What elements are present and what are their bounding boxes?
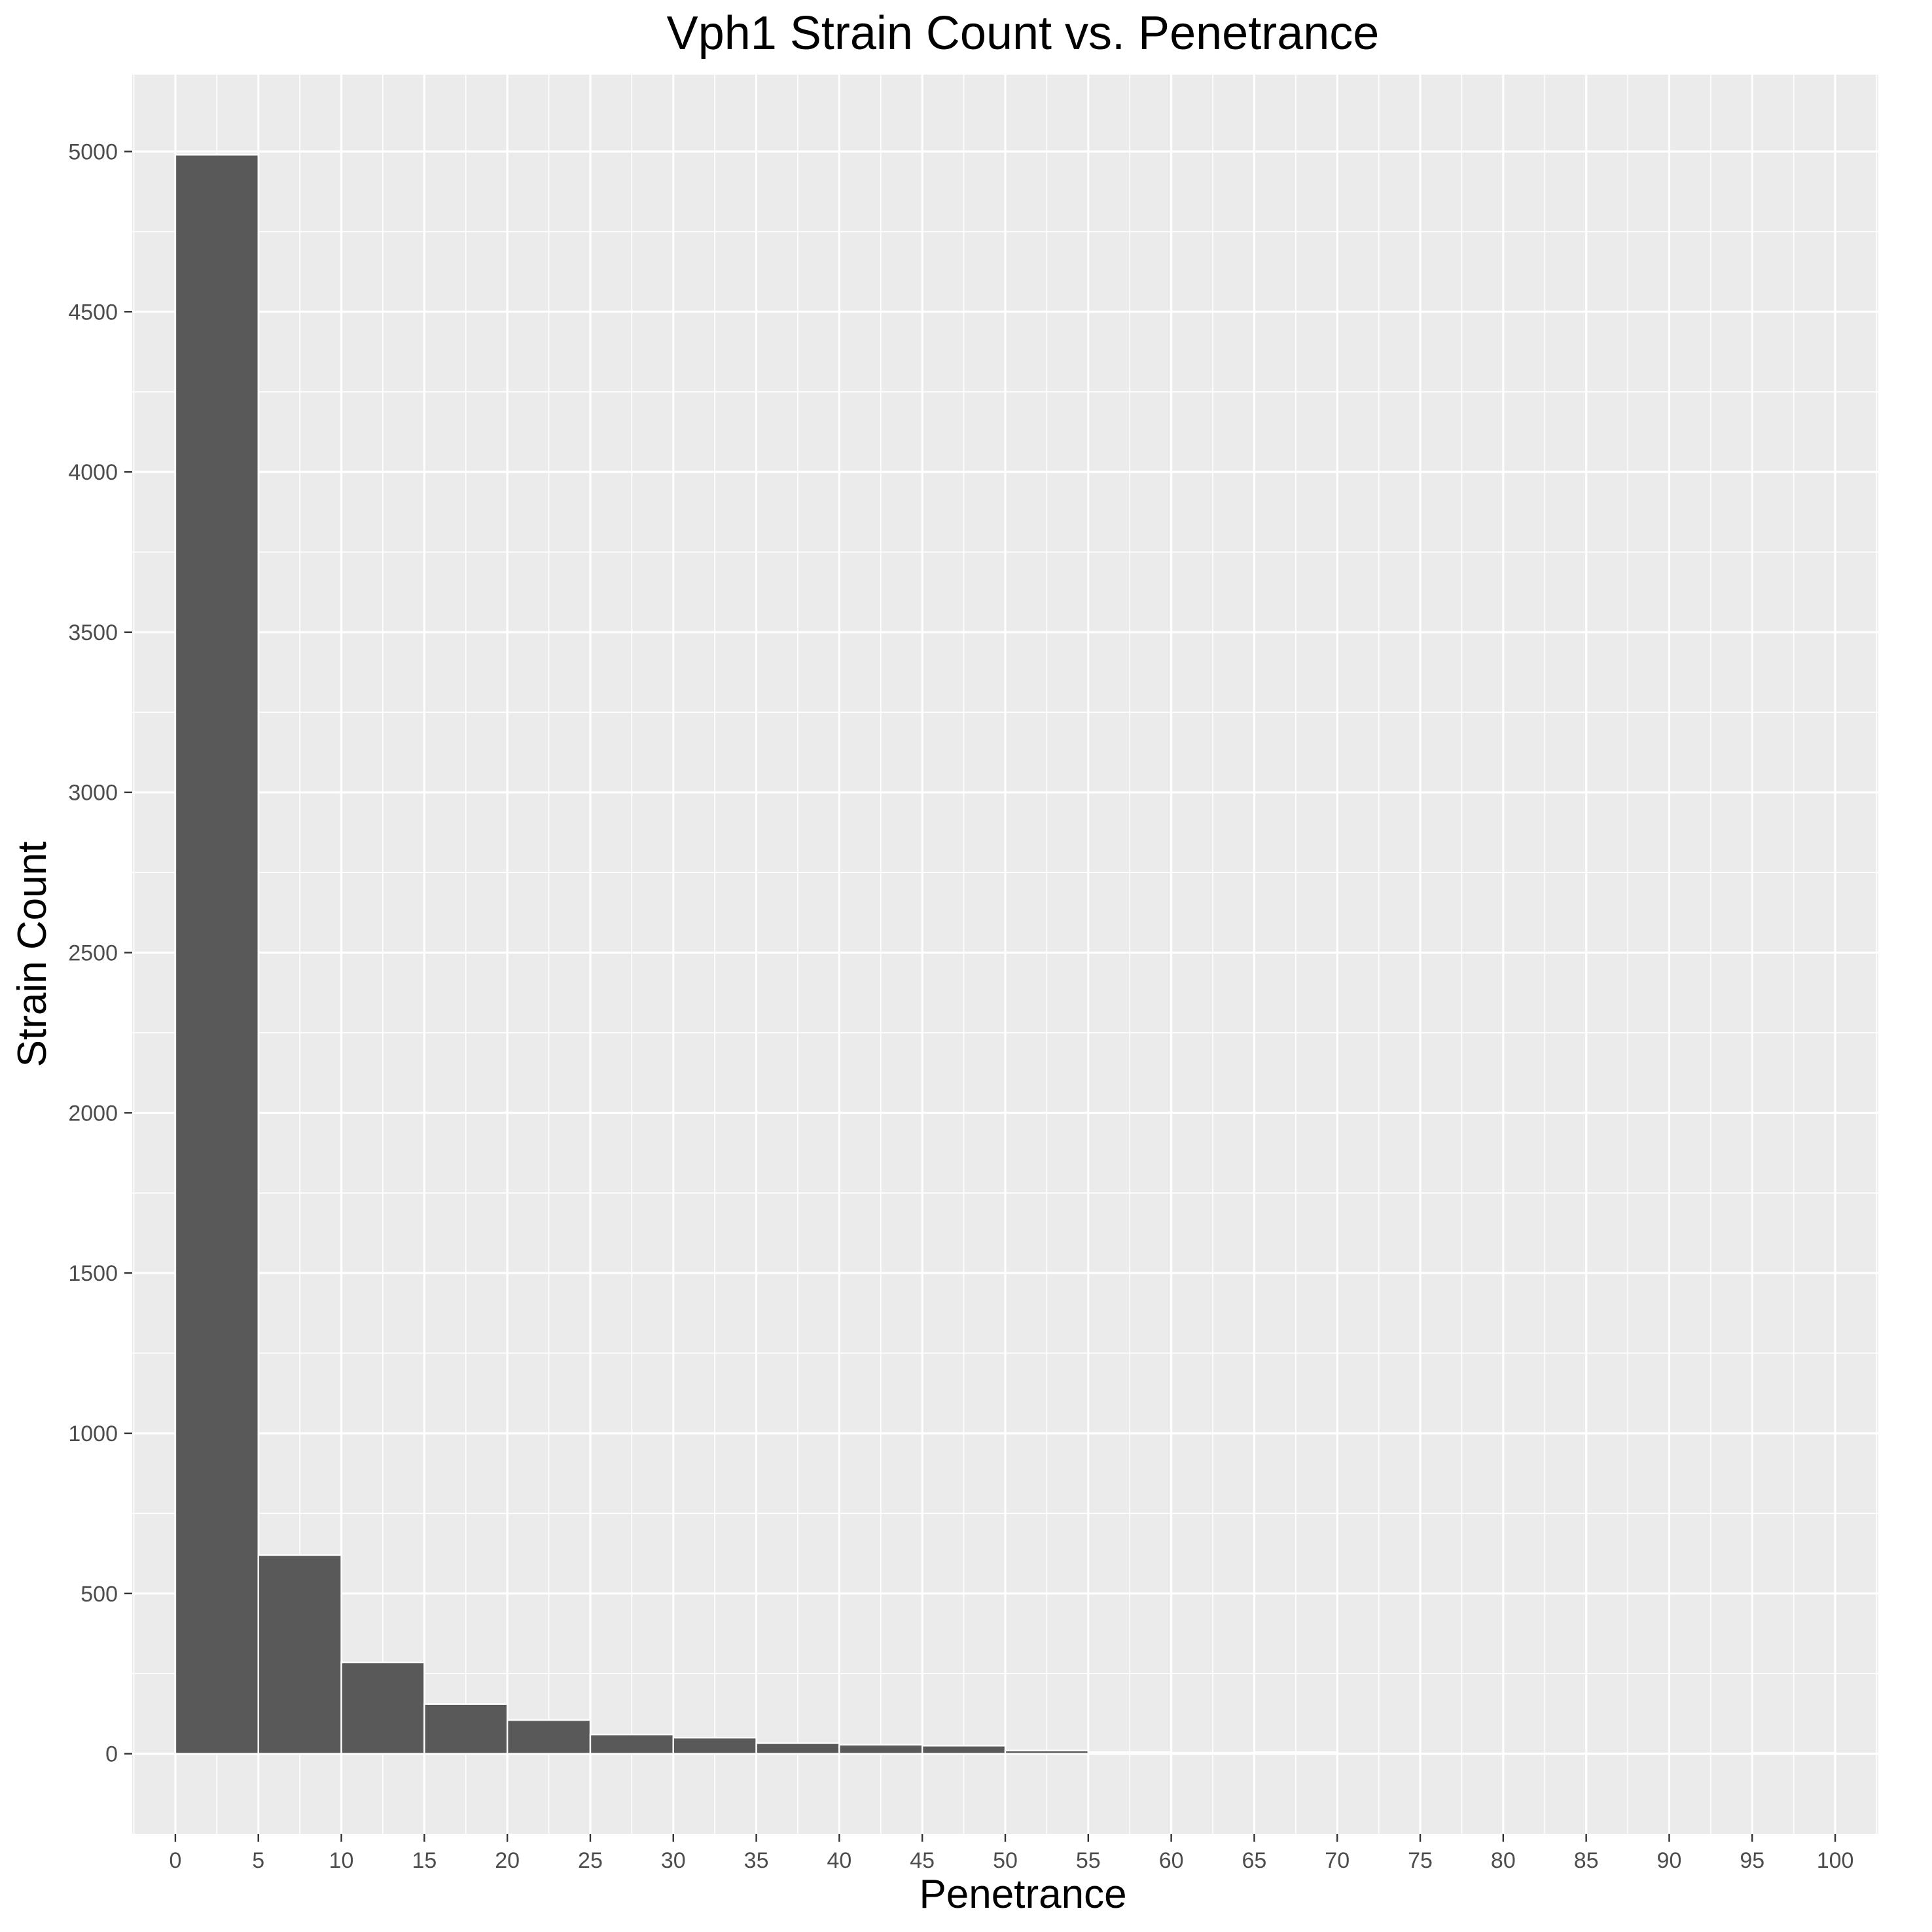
y-tick-label: 4500 xyxy=(68,300,118,325)
histogram-bar xyxy=(755,1742,840,1755)
x-tick-label: 45 xyxy=(910,1848,935,1873)
histogram-bar xyxy=(174,154,259,1755)
y-tick-label: 1500 xyxy=(68,1261,118,1286)
x-tick-label: 65 xyxy=(1242,1848,1267,1873)
y-tick-label: 2500 xyxy=(68,941,118,966)
y-axis-ticks: 0 500 1000 1500 2000 2500 3000 3500 4000 4500 5000 xyxy=(68,140,132,1767)
histogram-bar xyxy=(1502,1752,1587,1755)
histogram-bar xyxy=(1336,1752,1422,1755)
x-tick-label: 80 xyxy=(1491,1848,1516,1873)
x-tick-label: 55 xyxy=(1076,1848,1101,1873)
x-tick-label: 70 xyxy=(1325,1848,1350,1873)
histogram-bar xyxy=(1253,1751,1338,1755)
x-tick-label: 95 xyxy=(1740,1848,1764,1873)
x-tick-label: 10 xyxy=(329,1848,354,1873)
y-tick-label: 1000 xyxy=(68,1422,118,1446)
histogram-bar xyxy=(1004,1749,1090,1755)
y-tick-label: 5000 xyxy=(68,140,118,165)
histogram-bar xyxy=(672,1736,757,1755)
x-tick-label: 0 xyxy=(169,1848,181,1873)
histogram-bar xyxy=(257,1554,342,1755)
y-tick-label: 0 xyxy=(105,1742,118,1767)
histogram-bar xyxy=(340,1661,425,1755)
y-tick-label: 3500 xyxy=(68,620,118,645)
histogram-bar xyxy=(1585,1752,1670,1755)
y-tick-label: 3000 xyxy=(68,781,118,806)
y-tick-label: 500 xyxy=(80,1582,118,1607)
x-axis-ticks: 0 5 10 15 20 25 30 35 40 45 50 55 60 65 70 75 80 85 90 95 10… xyxy=(169,1834,1853,1873)
x-tick-label: 15 xyxy=(412,1848,437,1873)
x-tick-label: 60 xyxy=(1159,1848,1184,1873)
x-tick-label: 40 xyxy=(827,1848,851,1873)
minor-grid xyxy=(132,75,1878,1834)
bars xyxy=(174,154,1836,1755)
histogram-bar xyxy=(1668,1752,1753,1755)
y-axis-title: Strain Count xyxy=(10,842,55,1067)
x-tick-label: 5 xyxy=(252,1848,264,1873)
x-tick-label: 100 xyxy=(1817,1848,1854,1873)
histogram-bar xyxy=(423,1703,509,1755)
histogram-bar xyxy=(589,1734,674,1755)
x-tick-label: 30 xyxy=(661,1848,686,1873)
x-tick-label: 35 xyxy=(744,1848,769,1873)
chart-title: Vph1 Strain Count vs. Penetrance xyxy=(667,7,1380,60)
histogram-bar xyxy=(1419,1752,1505,1755)
histogram-bar xyxy=(838,1744,923,1755)
x-tick-label: 50 xyxy=(993,1848,1018,1873)
histogram-bar xyxy=(1087,1751,1172,1755)
y-tick-label: 4000 xyxy=(68,460,118,485)
x-tick-label: 75 xyxy=(1408,1848,1433,1873)
x-tick-label: 25 xyxy=(578,1848,603,1873)
x-tick-label: 85 xyxy=(1574,1848,1599,1873)
histogram-bar xyxy=(921,1745,1007,1755)
y-tick-label: 2000 xyxy=(68,1101,118,1126)
x-tick-label: 90 xyxy=(1657,1848,1682,1873)
x-tick-label: 20 xyxy=(495,1848,520,1873)
histogram-bar xyxy=(506,1719,592,1755)
x-axis-title: Penetrance xyxy=(919,1872,1126,1917)
